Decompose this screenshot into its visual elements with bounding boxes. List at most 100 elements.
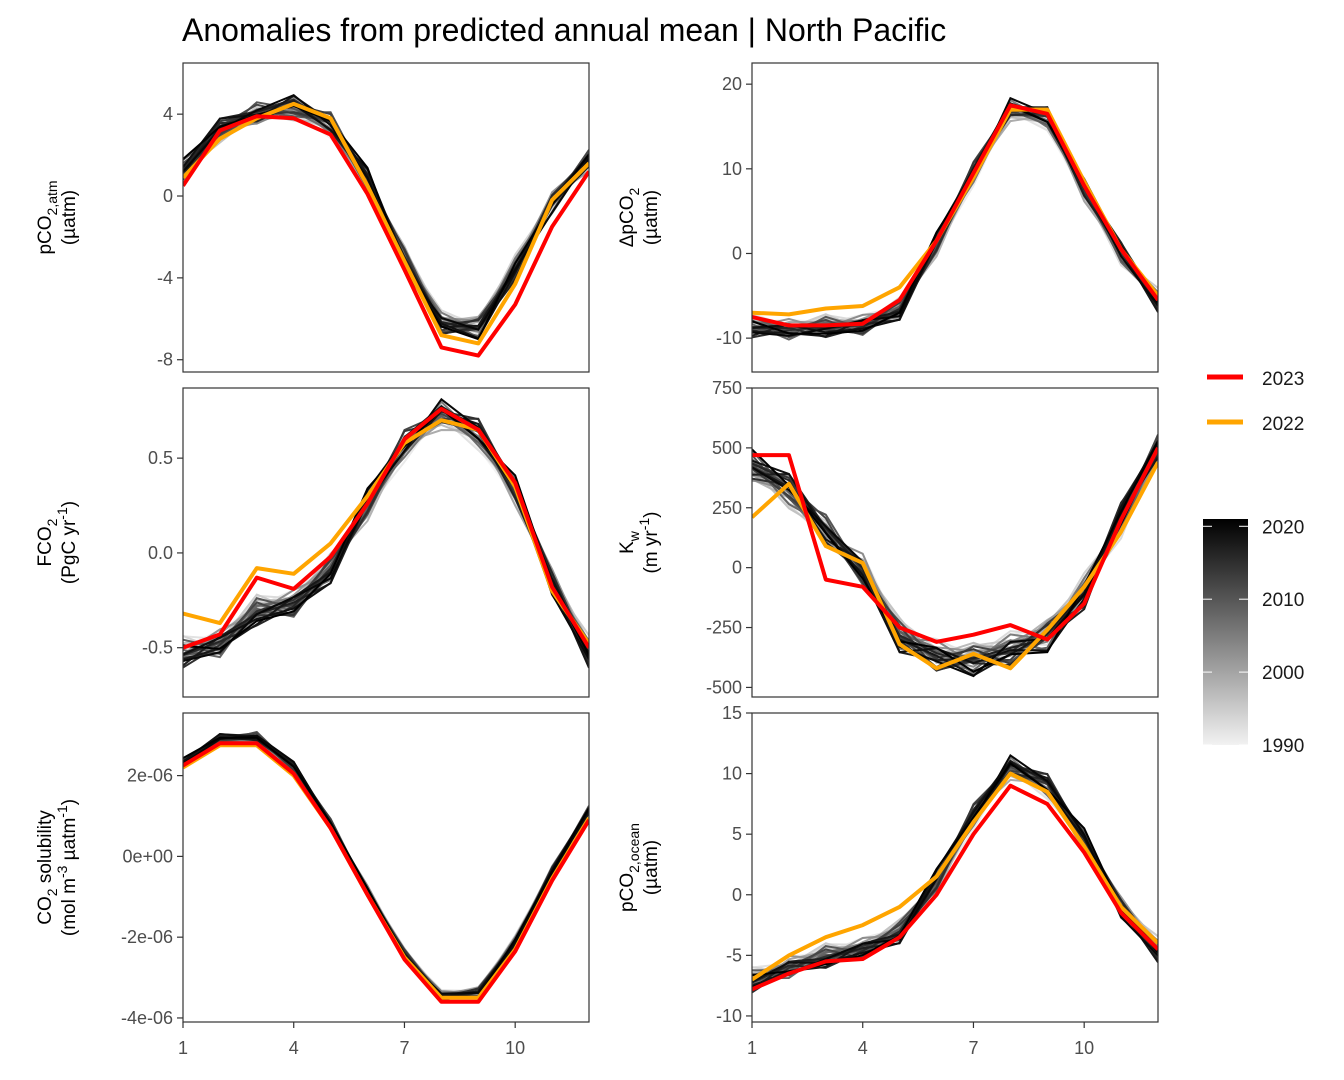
y-tick-label: 0.5 [148, 448, 173, 468]
background-year-line [752, 109, 1158, 334]
panels: 40-4-8pCO2,atm​(µatm)20100-10ΔpCO2​(µatm… [35, 62, 1159, 1058]
background-year-line [752, 443, 1158, 662]
background-year-line [183, 738, 589, 999]
background-year-line [183, 736, 589, 998]
background-year-line [183, 733, 589, 997]
background-year-line [752, 113, 1158, 335]
y-axis-title-line: pCO2,atm​ [35, 180, 60, 254]
background-year-line [752, 443, 1158, 666]
background-year-line [752, 434, 1158, 659]
panel-6: 15 10 5 0 -5 -101 4 7 10 pCO2,ocean​(µatm) [617, 703, 1159, 1058]
y-axis-title-line: (µatm) [59, 190, 80, 245]
background-year-line [752, 435, 1158, 660]
background-year-line [183, 734, 589, 995]
background-year-line [183, 732, 589, 998]
background-year-line [752, 111, 1158, 339]
y-tick-label: 750 [712, 378, 742, 398]
background-year-line [183, 737, 589, 995]
y-axis-title-line: ΔpCO2​ [617, 188, 642, 248]
background-year-line [752, 446, 1158, 655]
plot-area [183, 93, 589, 358]
background-year-line [183, 734, 589, 997]
panel-border [182, 387, 590, 698]
panel-border [751, 387, 1159, 698]
background-year-line [752, 116, 1158, 335]
background-year-line [183, 735, 589, 1001]
y-tick-label: 15 [722, 703, 742, 723]
background-year-line [183, 738, 589, 997]
x-tick-label: 7 [399, 1038, 409, 1058]
background-year-line [183, 737, 589, 997]
background-year-line [752, 114, 1158, 331]
y-tick-label: 5 [732, 824, 742, 844]
x-tick-label: 10 [1074, 1038, 1094, 1058]
legend-label-2022: 2022 [1262, 414, 1304, 435]
background-year-line [183, 733, 589, 993]
y-tick-label: 2e-06 [127, 766, 173, 786]
background-year-line [183, 735, 589, 998]
y-axis-title-line: (µatm) [641, 190, 662, 245]
y-axis-title-line: (m yr-1​) [636, 511, 662, 573]
y-tick-label: 0 [732, 558, 742, 578]
plot-area [183, 397, 589, 669]
y-tick-label: -2e-06 [121, 927, 173, 947]
y-tick-label: 20 [722, 74, 742, 94]
background-year-line [752, 435, 1158, 672]
y-axis-title: CO2​ solubility(mol m-3​ µatm-1​) [35, 799, 80, 936]
y-tick-label: 0.0 [148, 543, 173, 563]
panel-border [751, 62, 1159, 373]
background-year-line [183, 734, 589, 999]
background-year-line [752, 107, 1158, 335]
background-year-line [183, 734, 589, 1002]
y-axis-title: Kw​(m yr-1​) [617, 511, 662, 573]
panel-2: 20 10 0 -10 ΔpCO2​(µatm) [617, 62, 1159, 373]
plot-area [752, 434, 1158, 678]
background-year-line [752, 434, 1158, 669]
background-year-line [183, 735, 589, 1001]
series-line-2022 [752, 461, 1158, 671]
background-year-line [183, 733, 589, 998]
x-tick-label: 4 [289, 1038, 299, 1058]
background-year-line [752, 448, 1158, 663]
x-tick-label: 4 [858, 1038, 868, 1058]
y-axis-title: pCO2,atm​(µatm) [35, 180, 80, 254]
background-year-line [752, 105, 1158, 338]
x-tick-label: 1 [747, 1038, 757, 1058]
y-tick-label: 0e+00 [122, 846, 173, 866]
plot-area [183, 730, 589, 1004]
y-axis-title: FCO2​(PgC yr-1​) [35, 501, 80, 584]
background-year-line [752, 449, 1158, 653]
background-year-line [183, 94, 589, 328]
x-tick-label: 1 [178, 1038, 188, 1058]
background-year-line [183, 738, 589, 1002]
background-year-line [183, 738, 589, 993]
series-line-2023 [183, 741, 589, 1004]
series-line-2023 [752, 783, 1158, 992]
y-tick-label: -0.5 [142, 638, 173, 658]
background-year-line [752, 106, 1158, 339]
series-line-2022 [183, 101, 589, 346]
y-tick-label: 4 [163, 104, 173, 124]
y-tick-label: 250 [712, 498, 742, 518]
colorbar-tick-label: 1990 [1262, 736, 1304, 757]
panel-border [182, 62, 590, 373]
plot-area [752, 753, 1158, 994]
background-year-line [752, 106, 1158, 338]
background-year-line [183, 734, 589, 1002]
background-year-line [183, 96, 589, 322]
series-line-2023 [752, 446, 1158, 644]
series-line-2023 [183, 114, 589, 358]
y-axis-title-line: (µatm) [641, 840, 662, 895]
background-year-line [183, 734, 589, 998]
background-year-line [752, 446, 1158, 664]
panel-3: 0.5 0.0 -0.5 FCO2​(PgC yr-1​) [35, 387, 590, 698]
y-tick-label: 10 [722, 159, 742, 179]
background-year-line [183, 734, 589, 995]
background-year-line [752, 778, 1158, 978]
series-line-2022 [183, 743, 589, 1000]
y-axis-title: ΔpCO2​(µatm) [617, 188, 662, 248]
y-axis-title: pCO2,ocean​(µatm) [617, 823, 662, 912]
panel-5: 2e-06 0e+00 -2e-06 -4e-061 4 7 10 CO2​ solubili… [35, 712, 590, 1058]
background-year-line [752, 102, 1158, 341]
